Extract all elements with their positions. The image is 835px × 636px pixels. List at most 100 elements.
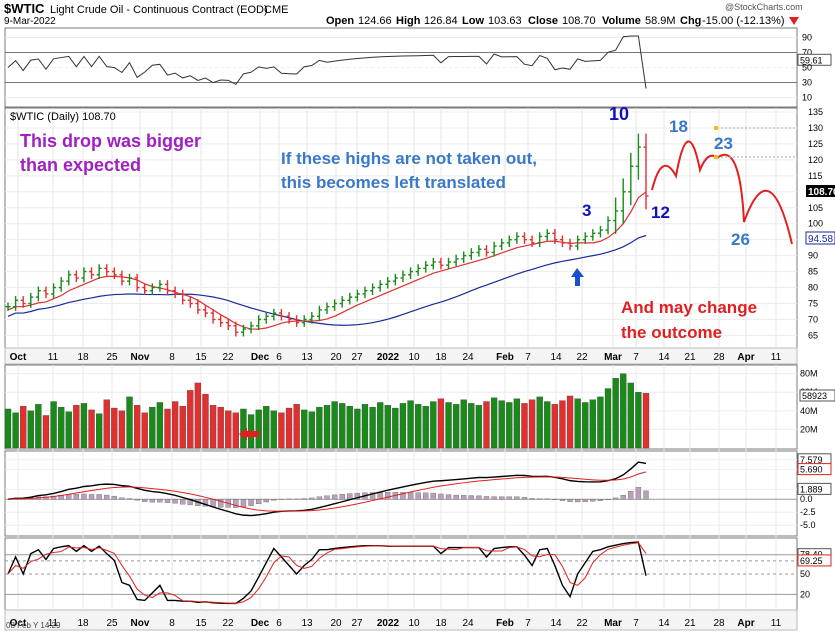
ohlc-bar bbox=[51, 283, 57, 299]
rsi-tick: 90 bbox=[802, 33, 812, 43]
date-label: 18 bbox=[77, 618, 89, 629]
volume-bar bbox=[149, 406, 156, 449]
macd-histogram-bar bbox=[157, 499, 163, 503]
date-label: 6 bbox=[276, 618, 282, 629]
macd-tag-box bbox=[797, 482, 832, 495]
macd-histogram-bar bbox=[301, 498, 307, 500]
date-label: 13 bbox=[301, 618, 313, 629]
ohlc-bar bbox=[278, 308, 284, 321]
date-label: Feb bbox=[496, 352, 514, 363]
date-label: 11 bbox=[48, 352, 59, 363]
ohlc-bar bbox=[58, 276, 64, 292]
ohlc-bar bbox=[332, 299, 338, 311]
macd-tag-box bbox=[797, 463, 832, 476]
macd-histogram-bar bbox=[240, 499, 247, 508]
ohlc-bar bbox=[400, 270, 406, 283]
volume-bar bbox=[589, 399, 596, 449]
left-arrow-icon bbox=[239, 428, 259, 440]
macd-histogram-bar bbox=[172, 499, 178, 504]
date-label: 25 bbox=[106, 352, 118, 363]
volume-bar bbox=[642, 393, 650, 449]
volume-bar bbox=[475, 405, 483, 449]
close-label: Close bbox=[528, 15, 558, 27]
ohlc-bar bbox=[195, 299, 201, 315]
volume-bar bbox=[452, 404, 460, 449]
macd-histogram-bar bbox=[483, 496, 490, 500]
footer-date: 08 Feb Y 14.29 bbox=[6, 621, 61, 630]
volume-label: Volume bbox=[602, 15, 641, 27]
price-tick: 100 bbox=[808, 219, 823, 229]
volume-bar bbox=[217, 406, 224, 449]
ohlc-bar bbox=[81, 267, 87, 283]
volume-bar bbox=[316, 406, 323, 449]
ohlc-bar bbox=[392, 273, 398, 286]
date-label: Oct bbox=[10, 352, 27, 363]
macd-histogram-bar bbox=[119, 497, 125, 500]
projection-path bbox=[651, 140, 793, 245]
ohlc-bar bbox=[552, 229, 558, 244]
macd-histogram-bar bbox=[126, 498, 133, 500]
ohlc-bar bbox=[377, 280, 383, 292]
volume-bar bbox=[73, 405, 80, 449]
volume-bar bbox=[574, 398, 581, 449]
ohlc-bar bbox=[559, 235, 565, 248]
date-label: Nov bbox=[131, 618, 150, 629]
macd-tick: 0.0 bbox=[800, 494, 813, 504]
rsi-tag-box bbox=[797, 53, 832, 66]
ohlc-bar bbox=[127, 273, 133, 286]
volume-bar bbox=[285, 407, 293, 449]
volume-bar bbox=[536, 396, 543, 449]
ohlc-bar bbox=[240, 324, 246, 337]
volume-bar bbox=[407, 400, 414, 449]
volume-bar bbox=[65, 411, 72, 449]
macd-histogram-bar bbox=[400, 492, 406, 500]
price-tick: 125 bbox=[808, 139, 823, 149]
ohlc-bar bbox=[301, 315, 307, 327]
volume-bar bbox=[483, 401, 490, 449]
price-tag-ma: 94.58 bbox=[805, 231, 835, 245]
macd-histogram-bar bbox=[506, 496, 512, 500]
volume-bar bbox=[597, 396, 604, 449]
volume-bar bbox=[612, 378, 619, 449]
macd-tick: 5.690 bbox=[800, 465, 823, 475]
stoch-tick: 69.25 bbox=[800, 556, 823, 566]
volume-bar bbox=[430, 401, 437, 449]
macd-histogram-bar bbox=[445, 494, 452, 500]
macd-histogram-bar bbox=[88, 494, 95, 500]
svg-text:58923: 58923 bbox=[802, 391, 827, 401]
macd-histogram-bar bbox=[271, 499, 277, 501]
volume-bar bbox=[506, 402, 513, 449]
date-label: 21 bbox=[684, 352, 696, 363]
ohlc-bar bbox=[66, 270, 72, 286]
ohlc-bar bbox=[134, 273, 140, 292]
volume-bar bbox=[225, 410, 232, 449]
volume-bar bbox=[240, 408, 247, 449]
price-tick: 85 bbox=[808, 267, 818, 277]
ohlc-summary: Open 124.66 High 126.84 Low 103.63 Close… bbox=[326, 15, 785, 27]
macd-signal-line bbox=[7, 471, 647, 512]
macd-histogram-bar bbox=[248, 499, 254, 506]
volume-bar bbox=[263, 406, 270, 449]
ohlc-bar bbox=[354, 289, 360, 302]
date-label: 10 bbox=[408, 352, 420, 363]
volume-bar bbox=[604, 388, 612, 449]
volume-tag: 58923 bbox=[799, 389, 835, 402]
date-label: 20 bbox=[330, 618, 342, 629]
macd-histogram-bar bbox=[499, 496, 505, 500]
volume-bar bbox=[232, 412, 240, 449]
date-label: 20 bbox=[330, 352, 342, 363]
volume-bar bbox=[498, 400, 505, 449]
volume-bar bbox=[528, 399, 536, 449]
open-label: Open bbox=[326, 15, 354, 27]
date-label: 22 bbox=[222, 618, 234, 629]
ohlc-bar bbox=[514, 232, 520, 244]
date-label: Dec bbox=[251, 352, 270, 363]
low-label: Low bbox=[462, 15, 484, 27]
volume-bar bbox=[627, 382, 634, 449]
svg-text:108.70: 108.70 bbox=[808, 187, 835, 198]
date-label: Mar bbox=[604, 618, 622, 629]
date-label: 15 bbox=[195, 352, 207, 363]
high-value: 126.84 bbox=[424, 15, 458, 27]
